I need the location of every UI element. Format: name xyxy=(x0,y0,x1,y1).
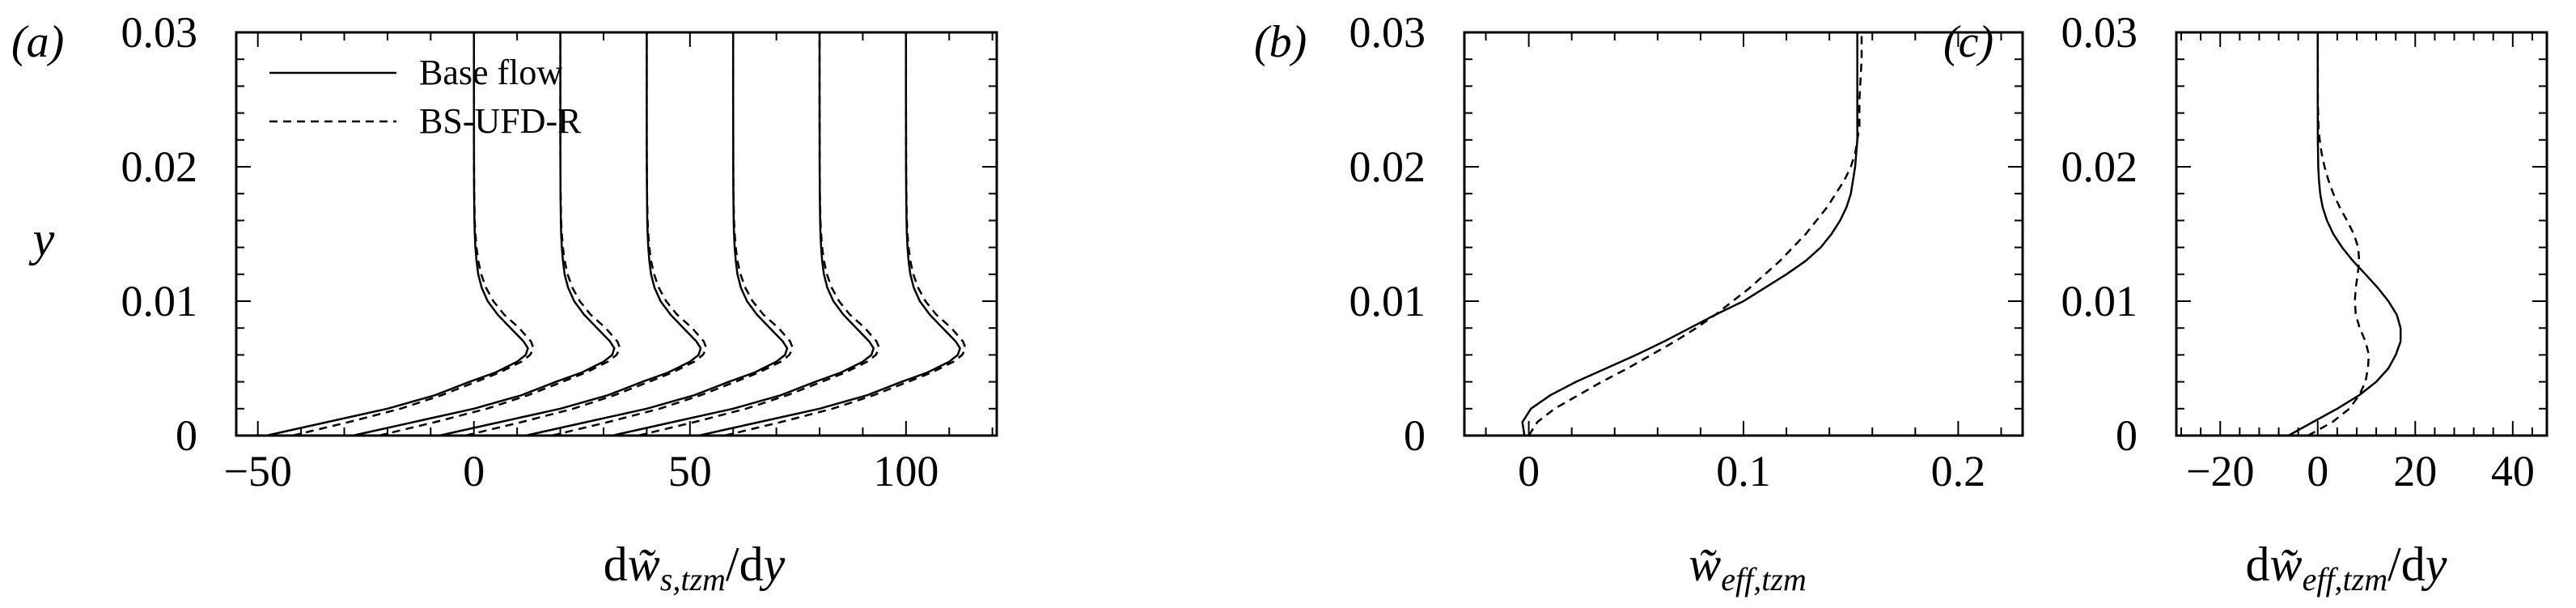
model-curve-b xyxy=(1527,32,1863,436)
base-curve-b xyxy=(1521,32,1858,436)
y-tick-label-b: 0.02 xyxy=(1349,142,1426,191)
x-title-c-w: w̃ xyxy=(2270,538,2303,591)
y-tick-label-c: 0.01 xyxy=(2061,277,2138,325)
x-title-a-d: d xyxy=(604,538,628,591)
x-tick-label-b: 0.1 xyxy=(1716,447,1771,495)
model-curve-a-3 xyxy=(551,32,794,437)
base-curve-a-1 xyxy=(352,32,616,437)
x-title-b-w: w̃ xyxy=(1688,538,1721,591)
x-axis-title-c: dw̃eff,tzm/dy xyxy=(2246,538,2447,597)
model-curve-a-5 xyxy=(724,32,967,437)
base-curve-c xyxy=(2287,32,2402,437)
x-tick-label-b: 0 xyxy=(1518,447,1540,495)
y-tick-label-b: 0 xyxy=(1404,411,1426,460)
model-curve-a-1 xyxy=(379,32,621,437)
plot-frame-c xyxy=(2175,31,2548,437)
x-title-b-sub: eff,tzm xyxy=(1721,561,1807,597)
y-tick-label-c: 0 xyxy=(2116,411,2137,460)
x-title-c-slash: /d xyxy=(2387,538,2426,591)
model-curve-a-4 xyxy=(638,32,880,437)
panel-label-b: (b) xyxy=(1254,17,1307,67)
panel-label-a: (a) xyxy=(11,17,64,67)
base-curve-a-5 xyxy=(698,32,961,437)
x-axis-title-b: w̃eff,tzm xyxy=(1688,538,1807,597)
y-axis-title: y xyxy=(28,212,55,266)
base-curve-a-2 xyxy=(439,32,702,437)
plot-frame-a xyxy=(235,31,998,437)
plot-frame-b xyxy=(1463,31,2024,437)
model-curve-a-2 xyxy=(464,32,708,437)
y-tick-label-b: 0.01 xyxy=(1349,277,1426,325)
x-title-a-slash: /d xyxy=(726,538,764,591)
x-title-a-w: w̃ xyxy=(628,538,660,591)
legend-model-label: BS-UFD-R xyxy=(419,101,582,141)
x-tick-label-c: −20 xyxy=(2186,447,2254,495)
x-tick-label-a: 100 xyxy=(873,447,938,495)
y-tick-label-a: 0.01 xyxy=(121,277,198,325)
x-axis-title-a: dw̃s,tzm/dy xyxy=(604,538,786,597)
x-title-c-sub: eff,tzm xyxy=(2303,561,2388,597)
y-tick-label-c: 0.02 xyxy=(2061,142,2138,191)
legend: Base flow BS-UFD-R xyxy=(269,53,582,141)
x-title-c-y: y xyxy=(2421,538,2447,591)
x-tick-label-c: 20 xyxy=(2393,447,2437,495)
y-tick-label-a: 0.02 xyxy=(121,142,198,191)
base-curve-a-0 xyxy=(266,32,529,437)
y-tick-label-a: 0 xyxy=(176,411,197,460)
x-tick-label-b: 0.2 xyxy=(1931,447,1986,495)
base-curve-a-4 xyxy=(612,32,875,437)
y-tick-label-a: 0.03 xyxy=(121,8,198,57)
model-curve-c xyxy=(2307,32,2371,437)
x-tick-label-a: 50 xyxy=(668,447,712,495)
x-tick-label-a: −50 xyxy=(223,447,291,495)
x-tick-label-c: 40 xyxy=(2491,447,2535,495)
x-title-c-d: d xyxy=(2246,538,2270,591)
legend-base-label: Base flow xyxy=(419,53,562,92)
model-curve-a-0 xyxy=(292,32,535,437)
x-title-a-sub: s,tzm xyxy=(660,561,726,597)
x-title-a-y: y xyxy=(759,538,786,591)
x-tick-label-c: 0 xyxy=(2307,447,2328,495)
panel-label-c: (c) xyxy=(1943,17,1993,67)
y-tick-label-c: 0.03 xyxy=(2061,8,2138,57)
x-tick-label-a: 0 xyxy=(463,447,485,495)
y-tick-label-b: 0.03 xyxy=(1349,8,1426,57)
base-curve-a-3 xyxy=(525,32,789,437)
